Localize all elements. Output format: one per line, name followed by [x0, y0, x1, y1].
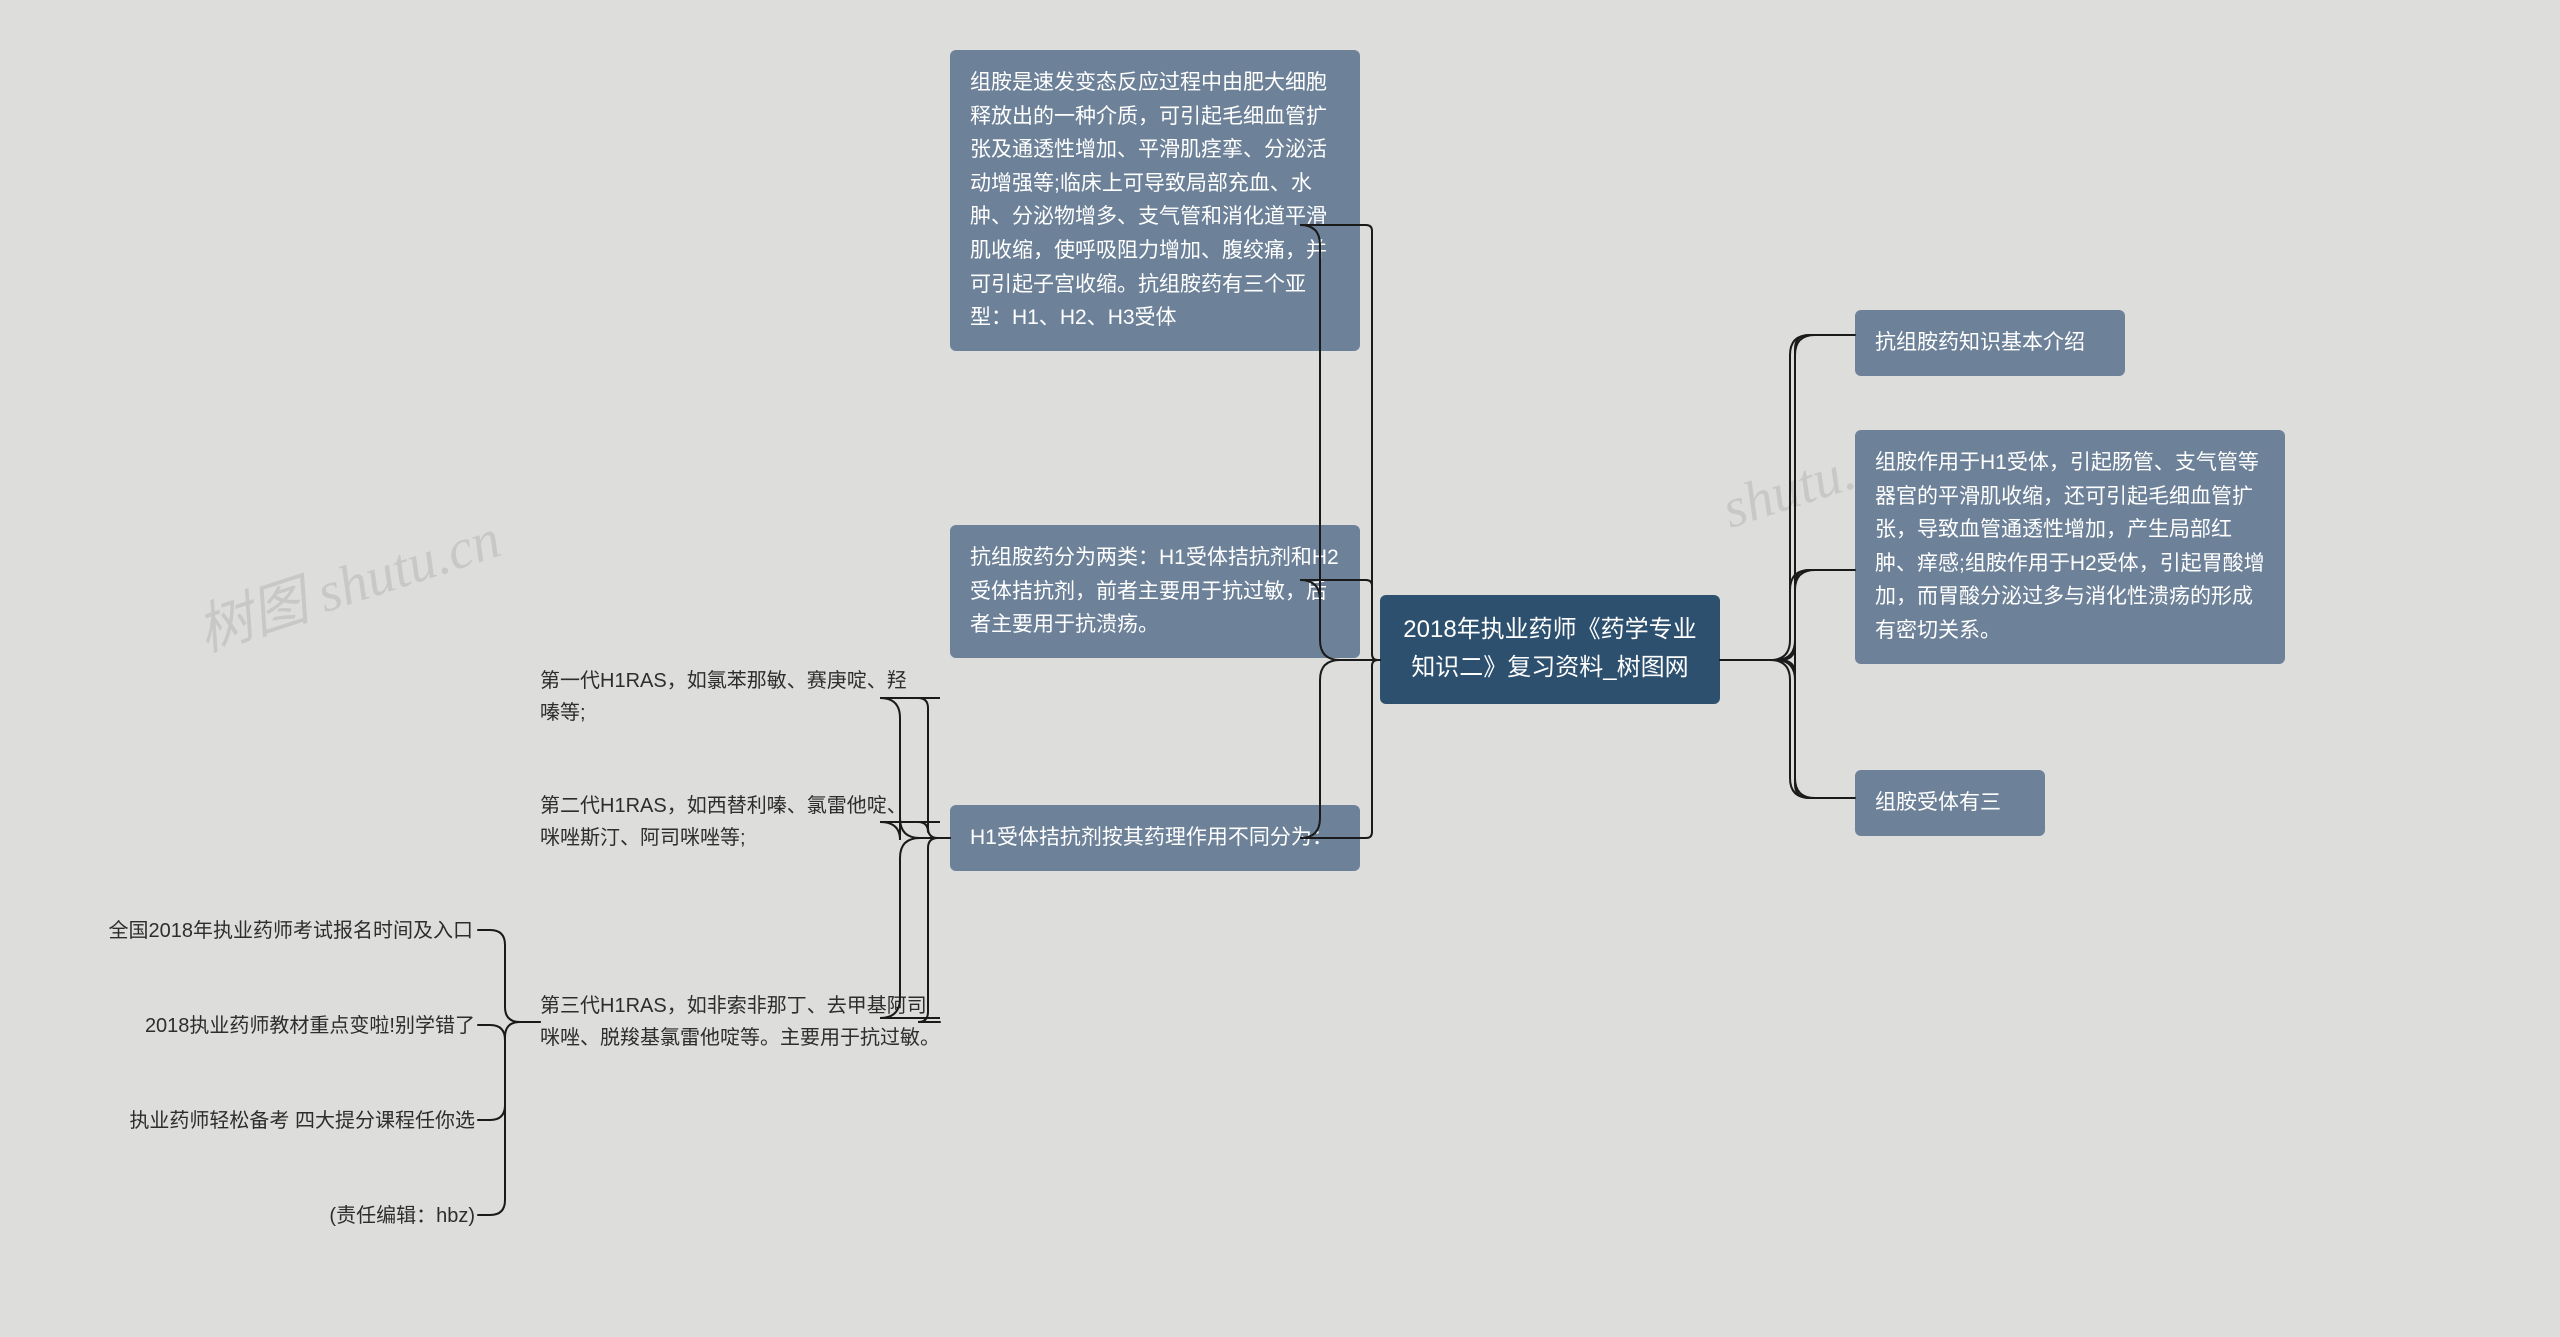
left-node-1[interactable]: 组胺是速发变态反应过程中由肥大细胞释放出的一种介质，可引起毛细血管扩张及通透性增…	[950, 50, 1360, 351]
right-node-3[interactable]: 组胺受体有三	[1855, 770, 2045, 836]
left-node-2[interactable]: 抗组胺药分为两类：H1受体拮抗剂和H2受体拮抗剂，前者主要用于抗过敏，后者主要用…	[950, 525, 1360, 658]
watermark-left: 树图 shutu.cn	[185, 493, 509, 667]
leaf-item-1: 全国2018年执业药师考试报名时间及入口	[73, 915, 473, 947]
right-node-2[interactable]: 组胺作用于H1受体，引起肠管、支气管等器官的平滑肌收缩，还可引起毛细血管扩张，导…	[1855, 430, 2285, 664]
right-node-1[interactable]: 抗组胺药知识基本介绍	[1855, 310, 2125, 376]
leaf-item-3: 执业药师轻松备考 四大提分课程任你选	[90, 1105, 475, 1137]
sub-item-3: 第三代H1RAS，如非索非那丁、去甲基阿司咪唑、脱羧基氯雷他啶等。主要用于抗过敏…	[540, 990, 940, 1054]
leaf-item-2: 2018执业药师教材重点变啦!别学错了	[115, 1010, 475, 1042]
sub-item-1: 第一代H1RAS，如氯苯那敏、赛庚啶、羟嗪等;	[540, 665, 920, 729]
root-node[interactable]: 2018年执业药师《药学专业知识二》复习资料_树图网	[1380, 595, 1720, 704]
sub-item-2: 第二代H1RAS，如西替利嗪、氯雷他啶、咪唑斯汀、阿司咪唑等;	[540, 790, 920, 854]
left-node-3[interactable]: H1受体拮抗剂按其药理作用不同分为：	[950, 805, 1360, 871]
leaf-item-4: (责任编辑：hbz)	[290, 1200, 475, 1232]
